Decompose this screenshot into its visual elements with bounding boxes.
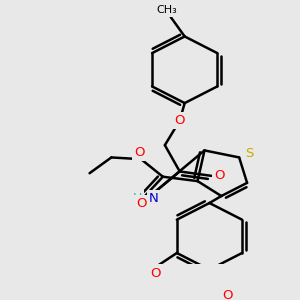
Text: O: O: [222, 290, 232, 300]
Text: N: N: [149, 192, 159, 205]
Text: CH₃: CH₃: [157, 5, 177, 15]
Text: O: O: [134, 146, 144, 159]
Text: O: O: [175, 114, 185, 127]
Text: O: O: [136, 197, 146, 210]
Text: O: O: [214, 169, 225, 182]
Text: S: S: [245, 147, 253, 161]
Text: O: O: [150, 267, 160, 280]
Text: H: H: [133, 192, 142, 205]
